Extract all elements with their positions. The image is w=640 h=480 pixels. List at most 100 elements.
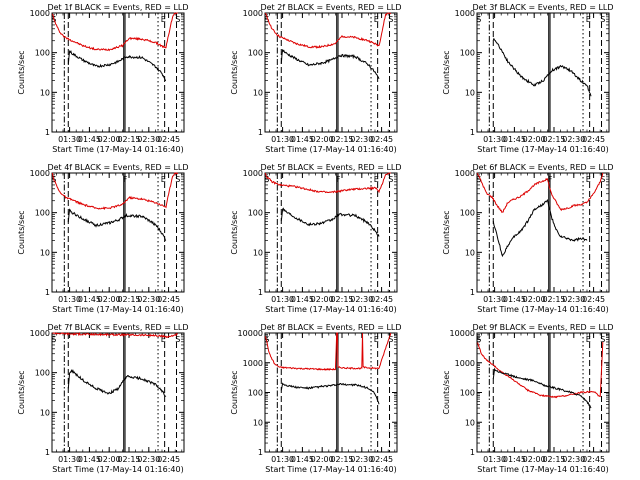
x-tick-label: 02:00: [311, 135, 334, 144]
x-tick-label: 02:30: [350, 135, 373, 144]
y-tick-label: 1000: [243, 359, 263, 368]
x-tick-label: 02:30: [562, 455, 585, 464]
panel-3: Det 3f BLACK = Events, RED = LLD 1 10 100 10…: [442, 3, 614, 154]
x-tick-label: 01:30: [58, 455, 81, 464]
y-tick-label: 10: [253, 418, 263, 427]
marker-label: S: [476, 175, 481, 184]
plot-frame: [476, 172, 610, 293]
marker-label: E: [374, 175, 379, 184]
x-tick-label: 02:15: [330, 455, 353, 464]
x-tick-label: 02:45: [370, 455, 393, 464]
panel-2: Det 2f BLACK = Events, RED = LLD 1 10 100 10…: [230, 3, 402, 154]
marker-label: E: [374, 15, 379, 24]
y-tick-label: 10: [253, 88, 263, 97]
plot-frame: [51, 332, 185, 453]
series-events-line: [280, 49, 380, 80]
x-tick-label: 02:45: [157, 135, 180, 144]
x-tick-label: 01:45: [503, 135, 526, 144]
series-lld-line: [264, 12, 392, 49]
y-axis-label: Counts/sec: [17, 210, 26, 254]
x-tick-label: 02:30: [137, 295, 160, 304]
y-tick-label: 1000: [30, 169, 50, 178]
y-tick-label: 10: [40, 248, 50, 257]
x-tick-label: 01:30: [271, 295, 294, 304]
series-lld-line: [264, 172, 391, 194]
x-axis-label: Start Time (17-May-14 01:16:40): [477, 145, 608, 154]
x-tick-label: 02:15: [117, 455, 140, 464]
marker-label: E: [161, 15, 166, 24]
y-tick-label: 100: [460, 209, 475, 218]
x-axis-label: Start Time (17-May-14 01:16:40): [265, 305, 396, 314]
marker-label: F: [548, 175, 553, 184]
panel-title: Det 6f BLACK = Events, RED = LLD: [472, 163, 613, 172]
x-tick-label: 02:30: [137, 455, 160, 464]
x-tick-label: 02:15: [542, 455, 565, 464]
x-tick-label: 02:45: [582, 455, 605, 464]
panel-title: Det 3f BLACK = Events, RED = LLD: [472, 3, 613, 12]
series-events-line: [492, 198, 588, 258]
y-tick-label: 10: [40, 88, 50, 97]
plot-frame: [51, 172, 185, 293]
plot-frame: [264, 172, 398, 293]
series-events-line: [492, 37, 592, 97]
x-tick-label: 02:00: [98, 135, 121, 144]
x-tick-label: 02:30: [562, 295, 585, 304]
marker-label: S: [476, 15, 481, 24]
y-tick-label: 10: [40, 408, 50, 417]
series-events-line: [67, 49, 166, 81]
x-tick-label: 02:00: [311, 455, 334, 464]
y-axis-label: Counts/sec: [17, 50, 26, 94]
marker-label: S: [175, 335, 180, 344]
y-tick-label: 100: [248, 209, 263, 218]
panel-4: Det 4f BLACK = Events, RED = LLD 1 10 100 10…: [17, 163, 189, 314]
y-tick-label: 1: [470, 448, 475, 457]
y-tick-label: 1: [470, 128, 475, 137]
marker-label: S: [388, 175, 393, 184]
x-tick-label: 02:15: [542, 295, 565, 304]
x-tick-label: 02:00: [98, 455, 121, 464]
panel-title: Det 5f BLACK = Events, RED = LLD: [260, 163, 401, 172]
series-lld-line: [51, 12, 178, 52]
y-tick-label: 1: [258, 448, 263, 457]
x-tick-label: 01:45: [78, 295, 101, 304]
marker-label: E: [586, 335, 591, 344]
panel-title: Det 8f BLACK = Events, RED = LLD: [260, 323, 401, 332]
panel-6: Det 6f BLACK = Events, RED = LLD 1 10 100 10…: [442, 163, 614, 314]
x-tick-label: 01:45: [291, 455, 314, 464]
series-events-line: [280, 382, 380, 405]
x-tick-label: 01:30: [483, 455, 506, 464]
y-tick-label: 1000: [30, 9, 50, 18]
y-axis-label: Counts/sec: [442, 370, 451, 414]
x-axis-label: Start Time (17-May-14 01:16:40): [52, 145, 183, 154]
panel-5: Det 5f BLACK = Events, RED = LLD 1 10 100 10…: [230, 163, 402, 314]
y-tick-label: 1: [258, 288, 263, 297]
marker-label: S: [388, 15, 393, 24]
series-lld-line: [52, 331, 178, 339]
x-tick-label: 01:30: [58, 295, 81, 304]
series-events-line: [492, 367, 592, 409]
y-axis-label: Counts/sec: [17, 370, 26, 414]
y-tick-label: 1000: [455, 169, 475, 178]
y-tick-label: 10: [465, 88, 475, 97]
panel-title: Det 9f BLACK = Events, RED = LLD: [472, 323, 613, 332]
y-tick-label: 1: [45, 128, 50, 137]
series-lld-line: [264, 332, 392, 371]
marker-label: E: [586, 175, 591, 184]
series-lld-line: [476, 341, 604, 399]
marker-label: E: [161, 175, 166, 184]
series-events-line: [67, 369, 167, 397]
x-tick-label: 01:45: [291, 135, 314, 144]
y-tick-label: 100: [35, 369, 50, 378]
x-tick-label: 02:15: [117, 295, 140, 304]
panel-title: Det 2f BLACK = Events, RED = LLD: [260, 3, 401, 12]
panel-8: Det 8f BLACK = Events, RED = LLD 1 10 100 10…: [230, 323, 402, 474]
x-tick-label: 02:15: [330, 295, 353, 304]
x-tick-label: 02:00: [98, 295, 121, 304]
x-axis-label: Start Time (17-May-14 01:16:40): [477, 465, 608, 474]
y-tick-label: 1000: [455, 359, 475, 368]
series-lld-line: [51, 172, 179, 211]
x-axis-label: Start Time (17-May-14 01:16:40): [52, 465, 183, 474]
marker-label: E: [586, 15, 591, 24]
marker-label: S: [600, 175, 605, 184]
